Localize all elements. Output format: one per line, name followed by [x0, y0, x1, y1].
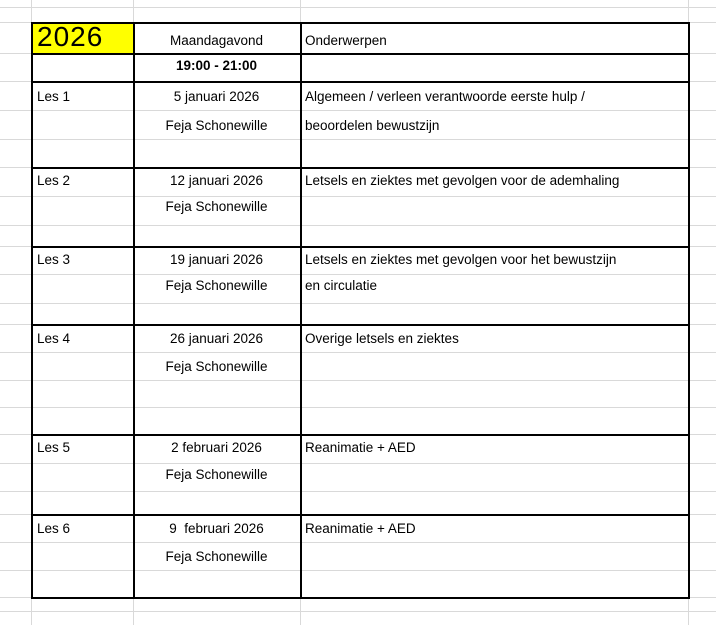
lesson-topic-line[interactable]: Letsels en ziektes met gevolgen voor de … — [300, 167, 688, 193]
gridline-horizontal — [0, 611, 716, 612]
lesson-topic-line[interactable]: Algemeen / verleen verantwoorde eerste h… — [300, 81, 688, 110]
table-border-line — [133, 22, 135, 599]
year-text: 2026 — [37, 20, 104, 52]
table-border-line — [31, 167, 690, 169]
lesson-instructor-text: Feja Schonewille — [165, 118, 268, 134]
year-cell-highlight — [32, 23, 133, 53]
lesson-block: Les 2 12 januari 2026 Feja Schonewille Lets… — [31, 167, 688, 246]
lesson-date-text: 9 februari 2026 — [169, 521, 264, 537]
lesson-date[interactable]: 5 januari 2026 — [133, 81, 300, 110]
lesson-instructor[interactable]: Feja Schonewille — [133, 193, 300, 219]
lesson-instructor-text: Feja Schonewille — [165, 358, 268, 374]
lesson-date[interactable]: 12 januari 2026 — [133, 167, 300, 193]
gridline-horizontal — [0, 352, 716, 353]
table-border-line — [31, 597, 690, 599]
gridline-horizontal — [0, 570, 716, 571]
lesson-instructor[interactable]: Feja Schonewille — [133, 542, 300, 570]
topics-header-text: Onderwerpen — [305, 32, 387, 48]
day-header-text: Maandagavond — [169, 32, 264, 48]
lesson-date-text: 12 januari 2026 — [169, 173, 264, 189]
topics-header-cell[interactable]: Onderwerpen — [300, 22, 688, 53]
lesson-topic-line[interactable]: Letsels en ziektes met gevolgen voor het… — [300, 246, 688, 272]
gridline-horizontal — [0, 491, 716, 492]
gridline-horizontal — [0, 110, 716, 111]
lesson-instructor-text: Feja Schonewille — [165, 277, 268, 293]
gridline-horizontal — [0, 225, 716, 226]
lesson-instructor-text: Feja Schonewille — [165, 467, 268, 483]
lesson-date[interactable]: 2 februari 2026 — [133, 434, 300, 461]
lesson-block: Les 1 5 januari 2026 Feja Schonewille Algem… — [31, 81, 688, 167]
lesson-instructor[interactable]: Feja Schonewille — [133, 272, 300, 298]
lesson-date[interactable]: 26 januari 2026 — [133, 324, 300, 352]
table-border-line — [300, 22, 302, 599]
lesson-topic-line-text: en circulatie — [305, 277, 378, 293]
time-range-text: 19:00 - 21:00 — [175, 58, 258, 74]
lesson-label-text: Les 5 — [37, 440, 71, 456]
lesson-date-text: 5 januari 2026 — [173, 89, 260, 105]
lesson-date[interactable]: 19 januari 2026 — [133, 246, 300, 272]
lesson-instructor[interactable]: Feja Schonewille — [133, 352, 300, 380]
lesson-topic-line-text: Algemeen / verleen verantwoorde eerste h… — [305, 89, 585, 105]
table-border-line — [688, 22, 690, 599]
lesson-topic-line[interactable]: en circulatie — [300, 272, 688, 298]
table-border-line — [31, 434, 690, 436]
lesson-topic-line[interactable]: Overige letsels en ziektes — [300, 324, 688, 352]
time-range-cell[interactable]: 19:00 - 21:00 — [133, 53, 300, 81]
lesson-date-text: 2 februari 2026 — [171, 440, 262, 456]
table-border-line — [31, 246, 690, 248]
gridline-horizontal — [0, 274, 716, 275]
day-header-cell[interactable]: Maandagavond — [133, 22, 300, 53]
gridline-horizontal — [0, 380, 716, 381]
lesson-block: Les 4 26 januari 2026 Feja Schonewille Over… — [31, 324, 688, 434]
lesson-label-text: Les 4 — [37, 331, 71, 347]
lesson-topic-line-text: Reanimatie + AED — [305, 521, 416, 537]
lesson-label[interactable]: Les 3 — [31, 246, 133, 272]
lesson-label[interactable]: Les 1 — [31, 81, 133, 110]
table-border-line — [31, 22, 33, 599]
lesson-block: Les 6 9 februari 2026 Feja Schonewille Rean… — [31, 514, 688, 597]
table-border-line — [31, 53, 690, 55]
lesson-topic-line[interactable]: Reanimatie + AED — [300, 434, 688, 461]
lesson-date[interactable]: 9 februari 2026 — [133, 514, 300, 542]
lesson-topic-line-text: beoordelen bewustzijn — [305, 118, 440, 134]
lesson-label[interactable]: Les 2 — [31, 167, 133, 193]
table-border-line — [31, 22, 690, 24]
lesson-label[interactable]: Les 5 — [31, 434, 133, 461]
lesson-date-text: 19 januari 2026 — [169, 251, 264, 267]
lesson-topic-line-text: Reanimatie + AED — [305, 440, 416, 456]
lesson-instructor-text: Feja Schonewille — [165, 549, 268, 565]
gridline-horizontal — [0, 407, 716, 408]
lesson-label-text: Les 2 — [37, 173, 71, 189]
gridline-horizontal — [0, 463, 716, 464]
gridline-horizontal — [0, 139, 716, 140]
lesson-topic-line[interactable]: beoordelen bewustzijn — [300, 110, 688, 139]
lesson-date-text: 26 januari 2026 — [169, 331, 264, 347]
lesson-label[interactable]: Les 6 — [31, 514, 133, 542]
lesson-instructor-text: Feja Schonewille — [165, 199, 268, 215]
gridline-horizontal — [0, 7, 716, 8]
lesson-block: Les 5 2 februari 2026 Feja Schonewille Rean… — [31, 434, 688, 514]
lesson-instructor[interactable]: Feja Schonewille — [133, 110, 300, 139]
lesson-block: Les 3 19 januari 2026 Feja Schonewille Lets… — [31, 246, 688, 324]
lesson-topic-line-text: Overige letsels en ziektes — [305, 331, 459, 347]
gridline-horizontal — [0, 542, 716, 543]
lesson-label-text: Les 3 — [37, 251, 71, 267]
lesson-instructor[interactable]: Feja Schonewille — [133, 461, 300, 488]
table-border-line — [31, 514, 690, 516]
gridline-horizontal — [0, 196, 716, 197]
lesson-topic-line[interactable]: Reanimatie + AED — [300, 514, 688, 542]
lesson-label-text: Les 1 — [37, 89, 71, 105]
lesson-label-text: Les 6 — [37, 521, 71, 537]
lesson-label[interactable]: Les 4 — [31, 324, 133, 352]
lesson-topic-line-text: Letsels en ziektes met gevolgen voor het… — [305, 251, 617, 267]
gridline-horizontal — [0, 303, 716, 304]
year-cell[interactable]: 2026 — [31, 20, 133, 53]
lesson-topic-line-text: Letsels en ziektes met gevolgen voor de … — [305, 173, 620, 189]
table-border-line — [31, 324, 690, 326]
table-border-line — [31, 81, 690, 83]
